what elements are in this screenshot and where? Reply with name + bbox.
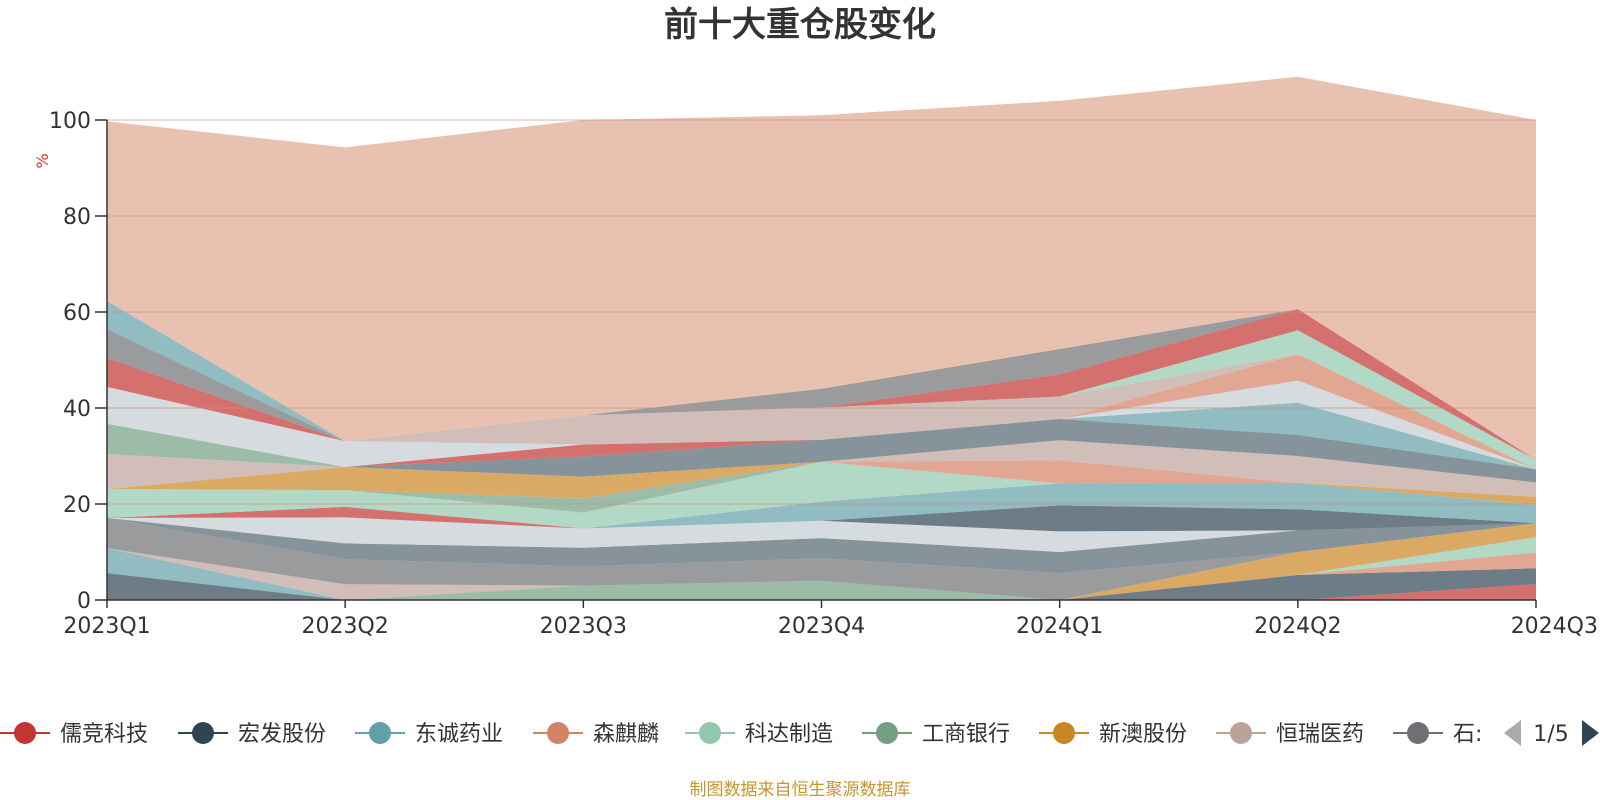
y-tick-label: 0	[77, 589, 91, 614]
legend-marker	[1053, 722, 1075, 744]
legend-item[interactable]: 科达制造	[685, 722, 833, 747]
legend-page-indicator: 1/5	[1533, 722, 1568, 747]
legend-marker	[1230, 722, 1252, 744]
series-area-18	[107, 440, 1536, 497]
legend-pager: 1/5	[1504, 720, 1599, 747]
series-area-27	[107, 309, 1536, 460]
legend-item[interactable]: 石:	[1393, 722, 1482, 747]
series-layer	[107, 76, 1536, 600]
x-tick-label: 2024Q1	[1016, 614, 1103, 639]
legend-marker	[369, 722, 391, 744]
legend-label: 新澳股份	[1099, 722, 1187, 747]
y-axis-unit: %	[33, 153, 52, 168]
legend-item[interactable]: 恒瑞医药	[1216, 722, 1364, 747]
legend-item[interactable]: 新澳股份	[1039, 722, 1187, 747]
x-tick-label: 2023Q3	[540, 614, 627, 639]
legend-label: 儒竞科技	[60, 722, 148, 747]
legend: 儒竞科技 宏发股份 东诚药业 森麒麟 科达制造 工商银行 新澳股份 恒瑞医药 石:	[0, 722, 1482, 747]
x-tick-label: 2023Q2	[302, 614, 389, 639]
legend-label: 东诚药业	[415, 722, 503, 747]
y-tick-label: 60	[63, 301, 91, 326]
chart-title: 前十大重仓股变化	[664, 5, 936, 45]
legend-item[interactable]: 宏发股份	[178, 722, 326, 747]
legend-prev-icon[interactable]	[1504, 720, 1521, 746]
x-tick-label: 2023Q1	[63, 614, 150, 639]
series-area-17	[107, 460, 1536, 497]
y-tick-label: 40	[63, 397, 91, 422]
x-tick-label: 2023Q4	[778, 614, 865, 639]
y-tick-label: 80	[63, 205, 91, 230]
legend-label: 森麒麟	[593, 722, 659, 747]
y-tick-label: 20	[63, 493, 91, 518]
legend-marker	[547, 722, 569, 744]
series-area-25	[107, 354, 1536, 470]
legend-marker	[192, 722, 214, 744]
legend-label: 恒瑞医药	[1276, 722, 1364, 747]
series-area-1	[107, 568, 1536, 600]
legend-label: 科达制造	[745, 722, 833, 747]
series-area-11	[107, 505, 1536, 532]
y-tick-label: 100	[49, 109, 91, 134]
series-area-26	[107, 330, 1536, 470]
series-area-9	[107, 517, 1536, 574]
legend-marker	[14, 722, 36, 744]
series-area-16	[107, 461, 1536, 505]
legend-next-icon[interactable]	[1582, 720, 1599, 746]
grid-layer	[107, 119, 1536, 505]
series-area-30	[107, 76, 1536, 460]
series-area-20	[107, 419, 1536, 470]
legend-marker	[699, 722, 721, 744]
legend-label: 宏发股份	[238, 722, 326, 747]
series-area-6	[107, 523, 1536, 600]
legend-marker	[1407, 722, 1429, 744]
series-area-19	[107, 419, 1536, 483]
legend-item[interactable]: 东诚药业	[355, 722, 503, 747]
series-area-10	[107, 517, 1536, 552]
legend-items: 儒竞科技 宏发股份 东诚药业 森麒麟 科达制造 工商银行 新澳股份 恒瑞医药 石:	[0, 722, 1482, 747]
series-area-5	[107, 537, 1536, 600]
series-area-0	[107, 584, 1536, 600]
x-tick-label: 2024Q2	[1254, 614, 1341, 639]
legend-item[interactable]: 森麒麟	[533, 722, 659, 747]
legend-item[interactable]: 儒竞科技	[0, 722, 148, 747]
legend-item[interactable]: 工商银行	[862, 722, 1010, 747]
legend-marker	[876, 722, 898, 744]
series-area-8	[107, 517, 1536, 600]
legend-label: 工商银行	[922, 722, 1010, 747]
axis-layer: 0 20 40 60 80 100 2023Q1 2023Q2 2023Q3 2023Q4 2024…	[49, 109, 1598, 639]
legend-label: 石:	[1453, 722, 1482, 747]
series-area-23	[107, 380, 1536, 470]
series-area-22	[107, 402, 1536, 470]
series-area-15	[107, 461, 1536, 513]
source-note: 制图数据来自恒生聚源数据库	[690, 780, 911, 800]
series-area-14	[107, 461, 1536, 529]
x-tick-label: 2024Q3	[1511, 614, 1598, 639]
series-area-12	[107, 482, 1536, 529]
